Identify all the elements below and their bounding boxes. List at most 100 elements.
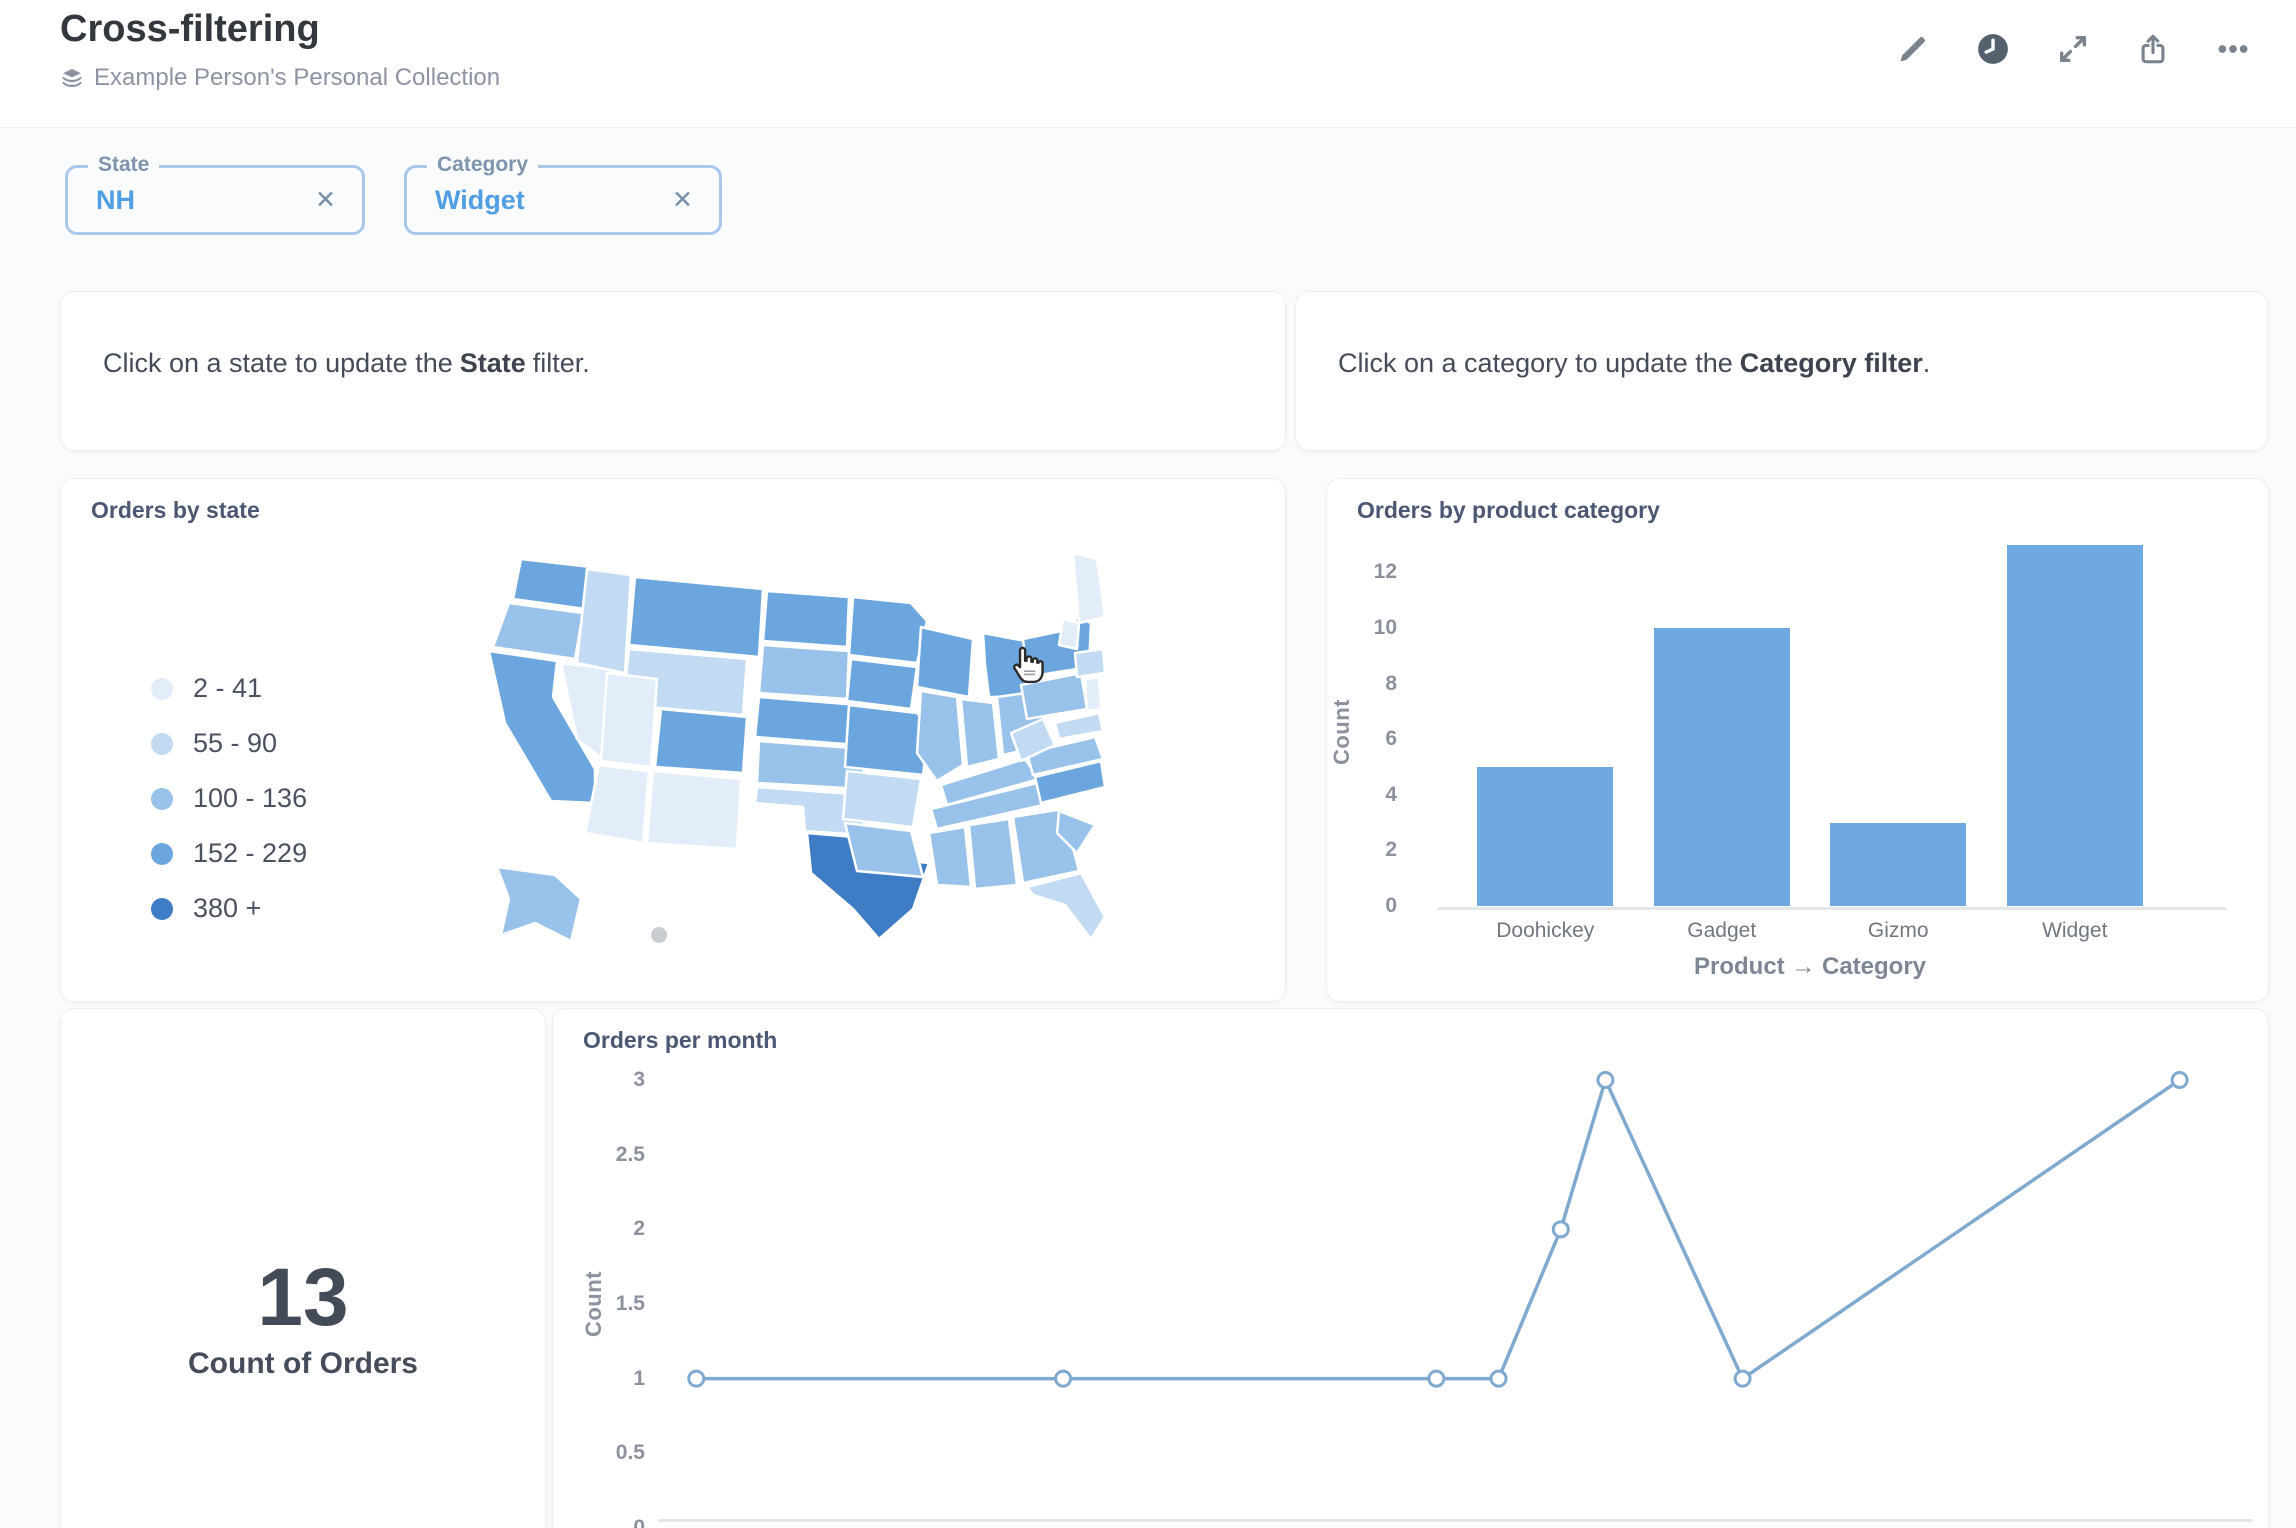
bar-x-tick: Widget [2042,919,2108,942]
map-state-wa[interactable] [511,557,593,611]
map-state-ne[interactable] [753,695,861,747]
map-state-ak[interactable] [495,865,583,943]
map-state-co[interactable] [653,707,749,775]
map-state-mn[interactable] [847,595,929,665]
map-state-il[interactable] [915,689,965,783]
filter-category-value[interactable]: Widget [435,184,525,215]
bar-widget[interactable] [2006,544,2143,906]
legend-label: 152 - 229 [193,838,308,868]
legend-item: 380 + [151,881,307,936]
map-state-al[interactable] [967,817,1019,891]
bar-doohickey[interactable] [1477,767,1614,906]
line-data-point[interactable] [1054,1369,1073,1388]
legend-dot [151,787,173,810]
edit-pencil-icon[interactable] [1894,30,1932,68]
count-of-orders-card[interactable]: 13 Count of Orders [60,1008,546,1528]
cursor-pointer-icon [1013,646,1044,684]
line-data-point[interactable] [1427,1369,1446,1388]
line-data-point[interactable] [2170,1071,2189,1090]
map-state-me[interactable] [1071,551,1107,625]
map-state-id[interactable] [575,567,633,675]
bar-chart[interactable]: Count Product → Category 0 2 4 6 8 10 12 Doohic… [1327,479,2268,1001]
legend-item: 152 - 229 [151,826,307,881]
legend-item: 55 - 90 [151,716,307,771]
map-state-sc[interactable] [1055,809,1097,855]
line-y-tick: 3 [633,1068,645,1091]
us-choropleth-map[interactable] [459,537,1107,977]
line-y-tick: 0 [633,1516,645,1528]
legend-label: 100 - 136 [193,783,308,813]
bar-x-tick: Gadget [1687,919,1757,942]
line-data-point[interactable] [1551,1220,1570,1239]
bar-y-tick: 4 [1385,782,1397,806]
bar-y-tick: 6 [1385,727,1397,751]
line-data-point[interactable] [1596,1071,1615,1090]
bar-y-tick: 10 [1373,616,1397,639]
map-state-mo[interactable] [843,703,931,777]
ellipsis-icon[interactable] [2214,30,2252,68]
map-state-ut[interactable] [599,671,659,769]
map-state-nd[interactable] [761,589,851,649]
header: Cross-filtering Example Person's Persona… [0,0,2296,128]
line-card-title: Orders per month [583,1027,778,1053]
bar-gadget[interactable] [1653,628,1790,906]
map-state-va[interactable] [1025,735,1105,777]
line-y-tick: 2.5 [615,1142,645,1166]
line-y-tick: 2 [633,1217,645,1241]
header-actions [1894,30,2252,68]
legend-label: 2 - 41 [193,673,263,703]
map-state-or[interactable] [491,601,585,661]
map-state-mactri[interactable] [1073,647,1107,679]
map-state-in[interactable] [959,697,1001,769]
line-x-axis-line [658,1519,2253,1522]
line-chart[interactable]: Count 3 2.5 2 1.5 1 0.5 0 [553,1009,2268,1528]
map-state-ia[interactable] [845,657,919,711]
bar-card-title: Orders by product category [1357,497,1660,523]
map-state-fl[interactable] [1025,871,1107,941]
map-state-la[interactable] [843,821,925,879]
map-state-sd[interactable] [757,643,851,701]
line-y-tick: 0.5 [615,1441,645,1465]
scalar-label: Count of Orders [188,1347,418,1380]
map-state-ms[interactable] [927,825,973,889]
map-state-mt[interactable] [627,575,765,659]
filter-state-label: State [88,153,160,177]
map-state-nc[interactable] [1033,759,1107,805]
text-card-category-text: Click on a category to update the Categor… [1338,347,1931,378]
line-data-point[interactable] [687,1369,706,1388]
map-card-title: Orders by state [91,497,260,523]
line-series[interactable] [553,1009,2270,1528]
map-state-hi[interactable] [651,927,667,943]
map-state-vtnh[interactable] [1057,617,1081,651]
bar-y-tick: 0 [1385,894,1397,917]
collection-name: Example Person's Personal Collection [94,64,501,91]
map-state-az[interactable] [583,763,651,845]
map-state-mdde[interactable] [1053,711,1105,741]
legend-dot [151,842,173,865]
map-state-wi[interactable] [915,625,975,699]
filter-state-clear-icon[interactable]: ✕ [315,185,336,214]
map-state-wv[interactable] [1009,717,1057,763]
legend-label: 55 - 90 [193,728,278,758]
clock-icon[interactable] [1974,30,2012,68]
map-state-nj[interactable] [1083,675,1103,713]
map-state-ar[interactable] [841,769,923,829]
bar-x-tick: Gizmo [1867,919,1929,942]
breadcrumb[interactable]: Example Person's Personal Collection [60,64,500,92]
map-state-nm[interactable] [645,769,743,851]
filter-state[interactable]: State NH ✕ [65,153,365,235]
bar-y-tick: 12 [1373,560,1397,584]
line-data-point[interactable] [1489,1369,1508,1388]
map-state-tn[interactable] [929,781,1045,831]
filter-category-clear-icon[interactable]: ✕ [672,185,693,214]
line-data-point[interactable] [1733,1369,1752,1388]
bar-gizmo[interactable] [1830,822,1967,906]
fullscreen-icon[interactable] [2054,30,2092,68]
map-legend: 2 - 41 55 - 90 100 - 136 152 - 229 380 + [151,661,307,936]
share-icon[interactable] [2134,30,2172,68]
filter-category[interactable]: Category Widget ✕ [404,153,722,235]
bar-x-axis-title: Product → Category [1693,953,1927,980]
legend-dot [151,732,173,755]
filter-state-value[interactable]: NH [96,184,135,215]
